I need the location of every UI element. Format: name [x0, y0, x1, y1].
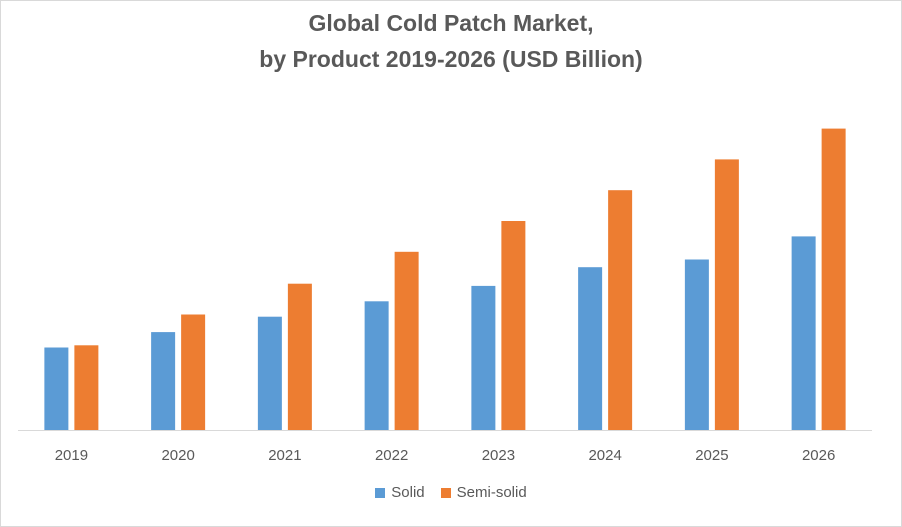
- bar-semi-solid-2026: [821, 128, 846, 430]
- x-tick-label-2025: 2025: [695, 447, 728, 464]
- bars-group: [44, 128, 846, 430]
- legend-item-semi-solid: Semi-solid: [440, 484, 527, 501]
- legend: Solid Semi-solid: [0, 484, 902, 501]
- legend-swatch-solid: [375, 487, 386, 498]
- bar-solid-2024: [578, 267, 603, 430]
- legend-label-semi-solid: Semi-solid: [456, 484, 527, 501]
- legend-item-solid: Solid: [375, 484, 425, 501]
- x-tick-label-2024: 2024: [588, 447, 621, 464]
- bar-semi-solid-2023: [501, 221, 526, 430]
- legend-label-solid: Solid: [391, 484, 425, 501]
- bar-semi-solid-2020: [181, 314, 206, 430]
- bar-semi-solid-2025: [714, 159, 739, 430]
- bar-solid-2021: [257, 316, 282, 430]
- x-tick-label-2022: 2022: [375, 447, 408, 464]
- chart-title-line2: by Product 2019-2026 (USD Billion): [259, 46, 643, 72]
- bar-semi-solid-2022: [394, 251, 419, 430]
- bar-solid-2022: [364, 301, 389, 430]
- bar-solid-2020: [151, 332, 176, 430]
- legend-swatch-semi-solid: [440, 487, 451, 498]
- bar-semi-solid-2019: [74, 345, 99, 430]
- x-tick-label-2020: 2020: [161, 447, 194, 464]
- x-tick-label-2023: 2023: [482, 447, 515, 464]
- x-tick-label-2026: 2026: [802, 447, 835, 464]
- bar-solid-2025: [684, 259, 709, 430]
- bar-semi-solid-2021: [287, 283, 312, 430]
- x-tick-label-2019: 2019: [55, 447, 88, 464]
- x-tick-label-2021: 2021: [268, 447, 301, 464]
- bar-semi-solid-2024: [608, 190, 633, 430]
- x-tick-labels: 2019 2020 2021 2022 2023 2024 2025 2026: [55, 447, 836, 464]
- bar-solid-2019: [44, 347, 69, 430]
- bar-solid-2026: [791, 236, 816, 430]
- chart-title-line1: Global Cold Patch Market,: [308, 10, 594, 36]
- bar-solid-2023: [471, 285, 496, 430]
